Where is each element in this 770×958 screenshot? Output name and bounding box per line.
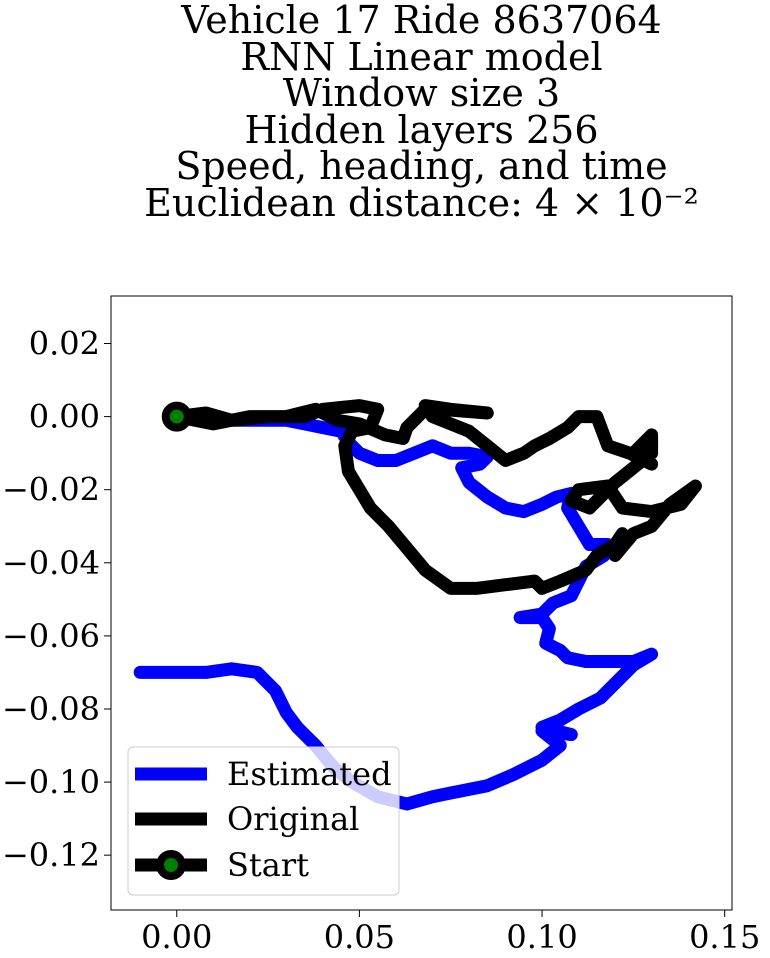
title-line-6: Euclidean distance: 4 × 10⁻² xyxy=(144,180,699,225)
legend-label-original: Original xyxy=(227,800,359,838)
series-line-original xyxy=(170,399,702,595)
y-tick-label: −0.10 xyxy=(2,763,100,801)
title-line-2: RNN Linear model xyxy=(240,34,603,79)
title-line-5: Speed, heading, and time xyxy=(175,144,668,188)
legend-marker-start xyxy=(156,850,186,880)
y-tick-label: −0.02 xyxy=(2,471,100,509)
legend-label-estimated: Estimated xyxy=(227,755,392,793)
title-line-4: Hidden layers 256 xyxy=(244,107,599,152)
y-tick-label: −0.12 xyxy=(2,836,100,874)
x-tick-label: 0.05 xyxy=(324,918,395,956)
y-tick-label: −0.06 xyxy=(2,617,100,655)
axes-frame xyxy=(110,295,733,911)
series-layer xyxy=(133,399,702,811)
title-line-3: Window size 3 xyxy=(282,71,561,115)
x-tick-label: 0.15 xyxy=(689,918,760,956)
x-tick-label: 0.00 xyxy=(141,918,212,956)
title-line-1: Vehicle 17 Ride 8637064 xyxy=(181,0,662,42)
ticks-layer: 0.00 0.05 0.10 0.15 0.02 0.00 −0.02 −0.04 −0.06 −… xyxy=(2,325,760,956)
y-tick-label: 0.00 xyxy=(29,398,100,436)
start-marker xyxy=(161,401,192,432)
series-line-estimated xyxy=(133,410,659,811)
x-tick-label: 0.10 xyxy=(506,918,577,956)
y-tick-label: −0.08 xyxy=(2,690,100,728)
chart-title: Vehicle 17 Ride 8637064 RNN Linear model… xyxy=(0,0,770,225)
y-tick-label: −0.04 xyxy=(2,544,100,582)
legend-box xyxy=(127,746,400,896)
y-tick-label: 0.02 xyxy=(29,325,100,363)
legend: Estimated Original Start xyxy=(127,746,400,896)
legend-label-start: Start xyxy=(227,846,309,884)
